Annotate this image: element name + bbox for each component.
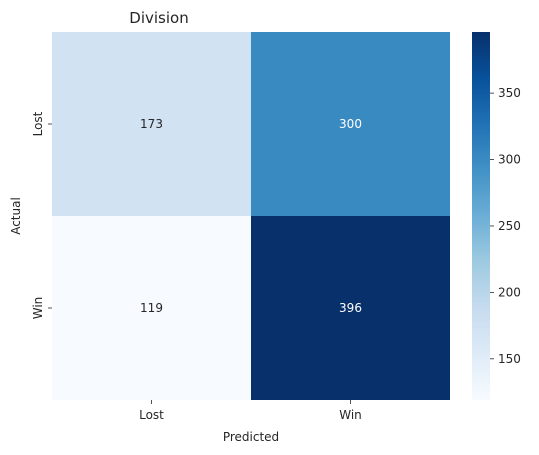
x-tick-label: Lost — [139, 408, 164, 422]
x-tick-label: Win — [339, 408, 362, 422]
colorbar-tick-label: 200 — [498, 285, 521, 299]
colorbar: 150 200 250 300 350 — [472, 32, 521, 400]
chart-title: Division — [129, 9, 188, 27]
x-axis: Lost Win — [139, 400, 362, 422]
cell-value-label: 396 — [339, 301, 362, 315]
cell-value-label: 300 — [339, 117, 362, 131]
y-tick-label: Win — [31, 297, 45, 320]
colorbar-gradient — [472, 32, 490, 400]
cell-value-label: 173 — [140, 117, 163, 131]
colorbar-tick-label: 150 — [498, 352, 521, 366]
heatmap-cell — [52, 216, 251, 400]
heatmap-cell — [251, 32, 450, 216]
colorbar-tick-label: 350 — [498, 86, 521, 100]
x-axis-label: Predicted — [223, 430, 279, 444]
cell-value-label: 119 — [140, 301, 163, 315]
colorbar-ticks: 150 200 250 300 350 — [490, 86, 521, 366]
y-axis-label: Actual — [9, 197, 23, 235]
y-axis: Lost Win — [31, 111, 52, 319]
colorbar-tick-label: 300 — [498, 153, 521, 167]
y-tick-label: Lost — [31, 111, 45, 136]
heatmap-cell-labels: 173 300 119 396 — [140, 117, 362, 315]
heatmap-cell — [52, 32, 251, 216]
colorbar-tick-label: 250 — [498, 219, 521, 233]
heatmap-cells — [52, 32, 450, 400]
heatmap-cell — [251, 216, 450, 400]
